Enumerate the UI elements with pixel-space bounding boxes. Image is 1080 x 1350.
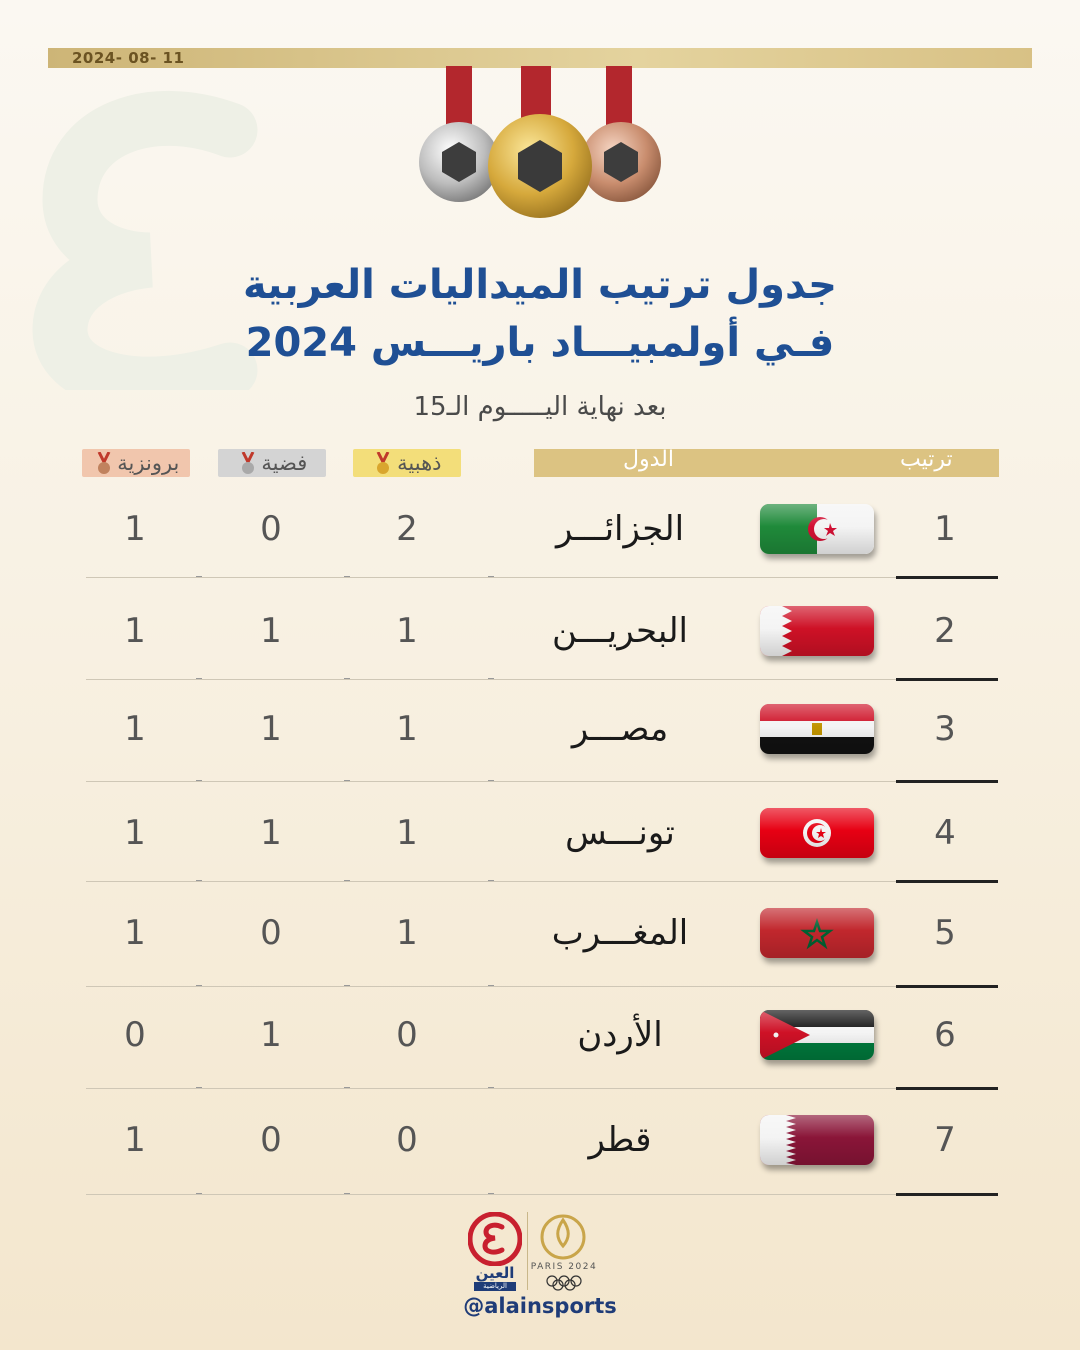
gold-count: 1 <box>396 913 418 953</box>
row-divider <box>86 576 998 580</box>
jordan-flag <box>760 1010 874 1060</box>
gold-count: 1 <box>396 813 418 853</box>
country-name: المغـــرب <box>551 913 689 953</box>
qatar-flag <box>760 1115 874 1165</box>
country-header: الدول <box>623 447 674 472</box>
country-name: قطر <box>588 1120 652 1160</box>
silver-medal-icon <box>241 451 255 474</box>
rank-number: 2 <box>934 611 956 651</box>
country-name: الجزائـــر <box>555 509 685 549</box>
row-divider <box>86 780 998 784</box>
table-row: 1 1 1 البحريـــن 2 <box>0 604 1080 706</box>
rank-number: 4 <box>934 813 956 853</box>
paris-flame-icon <box>540 1214 586 1260</box>
bahrain-flag <box>760 606 874 656</box>
paris-text: PARIS 2024 <box>530 1262 598 1272</box>
row-divider <box>86 1193 998 1197</box>
egypt-flag <box>760 704 874 754</box>
silver-count: 0 <box>260 1120 282 1160</box>
brand-name: العين <box>475 1264 515 1282</box>
tunisia-flag <box>760 808 874 858</box>
silver-count: 1 <box>260 1015 282 1055</box>
rank-number: 7 <box>934 1120 956 1160</box>
silver-count: 0 <box>260 509 282 549</box>
olympic-rings-icon <box>546 1275 582 1291</box>
bronze-count: 1 <box>124 1120 146 1160</box>
gold-count: 1 <box>396 611 418 651</box>
bronze-count: 0 <box>124 1015 146 1055</box>
gold-count: 0 <box>396 1015 418 1055</box>
brand-sub: الرياضية <box>474 1282 516 1291</box>
bronze-count: 1 <box>124 913 146 953</box>
rank-number: 5 <box>934 913 956 953</box>
table-row: 1 1 1 تونـــس 4 <box>0 806 1080 908</box>
gold-medal-icon <box>377 451 390 474</box>
silver-count: 1 <box>260 813 282 853</box>
silver-count: 1 <box>260 611 282 651</box>
rank-header: ترتيب <box>900 447 953 472</box>
gold-count: 0 <box>396 1120 418 1160</box>
row-divider <box>86 678 998 682</box>
country-name: البحريـــن <box>552 611 688 651</box>
table-row: 1 0 2 الجزائـــر 1 <box>0 502 1080 604</box>
alain-logo-icon <box>468 1212 522 1266</box>
gold-header: ذهبية <box>353 449 461 477</box>
social-handle: @alainsports <box>463 1294 617 1318</box>
bronze-count: 1 <box>124 611 146 651</box>
country-name: الأردن <box>577 1015 663 1055</box>
rank-number: 1 <box>934 509 956 549</box>
footer-separator <box>527 1212 528 1290</box>
page-title-line1: جدول ترتيب الميداليات العربية <box>243 262 837 308</box>
table-row: 1 0 0 قطر 7 <box>0 1113 1080 1215</box>
row-divider <box>86 880 998 884</box>
table-row: 1 1 1 مصـــر 3 <box>0 702 1080 804</box>
table-row: 0 1 0 الأردن 6 <box>0 1008 1080 1110</box>
bronze-header: برونزية <box>82 449 190 477</box>
silver-count: 0 <box>260 913 282 953</box>
date-label: 2024- 08- 11 <box>72 49 185 67</box>
medals-illustration <box>419 66 661 218</box>
row-divider <box>86 985 998 989</box>
bronze-header-label: برونزية <box>117 451 180 475</box>
country-name: مصـــر <box>571 709 669 749</box>
gold-header-label: ذهبية <box>397 451 442 475</box>
top-gold-bar <box>48 48 1032 68</box>
rank-number: 3 <box>934 709 956 749</box>
silver-header: فضية <box>218 449 326 477</box>
morocco-flag <box>760 908 874 958</box>
silver-count: 1 <box>260 709 282 749</box>
background-logo-watermark <box>32 90 258 390</box>
gold-count: 2 <box>396 509 418 549</box>
country-name: تونـــس <box>565 813 675 853</box>
bronze-count: 1 <box>124 813 146 853</box>
table-header-bar <box>534 449 999 477</box>
gold-count: 1 <box>396 709 418 749</box>
table-row: 1 0 1 المغـــرب 5 <box>0 906 1080 1008</box>
page-title-line2: فـي أولمبيـــاد باريـــس 2024 <box>245 320 835 366</box>
bronze-count: 1 <box>124 709 146 749</box>
algeria-flag <box>760 504 874 554</box>
row-divider <box>86 1087 998 1091</box>
bronze-count: 1 <box>124 509 146 549</box>
bronze-medal-icon <box>97 451 110 474</box>
rank-number: 6 <box>934 1015 956 1055</box>
page-subtitle: بعد نهاية اليـــــوم الـ15 <box>413 392 667 422</box>
silver-header-label: فضية <box>261 451 308 475</box>
